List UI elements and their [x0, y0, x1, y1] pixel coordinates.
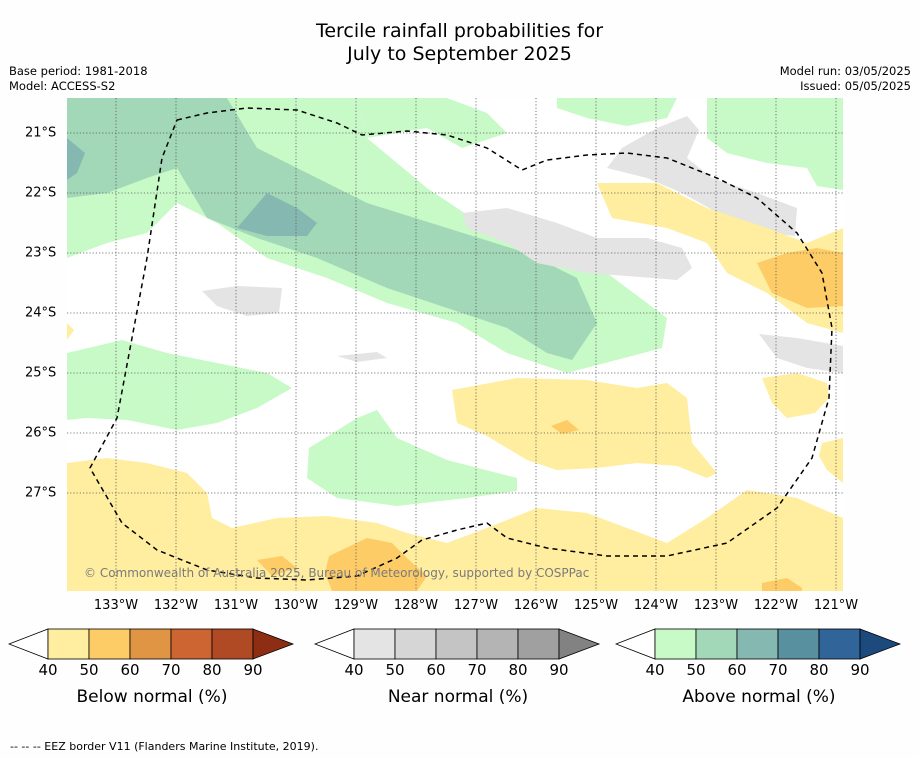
colorbar-box — [736, 628, 779, 660]
graticule — [67, 98, 843, 591]
colorbar-title-below: Below normal (%) — [76, 687, 228, 707]
probability-map — [67, 98, 843, 591]
copyright-notice: © Commonwealth of Australia 2025, Bureau… — [84, 566, 590, 580]
near-normal-colorbar — [314, 628, 601, 660]
colorbar-tick-label: 80 — [202, 661, 222, 679]
lon-label: 130°W — [273, 598, 319, 613]
colorbar-extend-low — [615, 628, 656, 660]
colorbar-tick-label: 90 — [243, 661, 263, 679]
above-normal-60-70-region — [67, 138, 317, 236]
lon-label: 127°W — [453, 598, 499, 613]
lon-label: 125°W — [573, 598, 619, 613]
model-name: Model: ACCESS-S2 — [9, 79, 116, 93]
colorbar-box — [695, 628, 738, 660]
lat-label: 27°S — [25, 485, 57, 501]
colorbar-tick-label: 60 — [426, 661, 446, 679]
colorbar-box — [777, 628, 820, 660]
colorbar-tick-label: 40 — [344, 661, 364, 679]
colorbar-title-above: Above normal (%) — [682, 687, 836, 707]
colorbar-tick-label: 50 — [79, 661, 99, 679]
below-normal-colorbar — [8, 628, 295, 660]
colorbar-tick-label: 70 — [161, 661, 181, 679]
lon-label: 132°W — [153, 598, 199, 613]
lon-label: 122°W — [753, 598, 799, 613]
lat-label: 22°S — [25, 185, 57, 201]
colorbar-tick-label: 80 — [508, 661, 528, 679]
map-title-line2: July to September 2025 — [347, 43, 572, 65]
colorbar-tick-label: 80 — [809, 661, 829, 679]
lon-label: 124°W — [633, 598, 679, 613]
colorbar-tick-label: 90 — [850, 661, 870, 679]
colorbar-tick-label: 60 — [727, 661, 747, 679]
colorbar-tick-label: 70 — [768, 661, 788, 679]
colorbar-extend-high — [558, 628, 601, 660]
colorbar-extend-low — [8, 628, 49, 660]
colorbar-box — [476, 628, 519, 660]
above-normal-50-60-region — [67, 98, 597, 360]
colorbar-extend-low — [314, 628, 355, 660]
below-normal-50-60-region — [257, 248, 843, 591]
map-title-line1: Tercile rainfall probabilities for — [315, 20, 604, 42]
colorbar-tick-label: 90 — [549, 661, 569, 679]
lat-label: 26°S — [25, 425, 57, 441]
colorbar-box — [818, 628, 861, 660]
colorbar-box — [435, 628, 478, 660]
lon-label: 126°W — [513, 598, 559, 613]
issued-date: Issued: 05/05/2025 — [800, 79, 911, 93]
lat-label: 23°S — [25, 245, 57, 261]
colorbar-box — [170, 628, 213, 660]
colorbar-extend-high — [252, 628, 295, 660]
colorbar-box — [394, 628, 437, 660]
colorbar-box — [654, 628, 697, 660]
lon-label: 131°W — [213, 598, 259, 613]
lon-label: 128°W — [393, 598, 439, 613]
colorbar-box — [353, 628, 396, 660]
colorbar-box — [211, 628, 254, 660]
colorbar-tick-label: 50 — [686, 661, 706, 679]
colorbar-box — [517, 628, 560, 660]
colorbar-extend-high — [859, 628, 902, 660]
lon-label: 133°W — [93, 598, 139, 613]
colorbar-tick-label: 60 — [120, 661, 140, 679]
colorbar-tick-label: 70 — [467, 661, 487, 679]
colorbar-box — [47, 628, 90, 660]
colorbar-tick-label: 40 — [38, 661, 58, 679]
lon-label: 123°W — [693, 598, 739, 613]
colorbar-tick-label: 40 — [645, 661, 665, 679]
model-run: Model run: 03/05/2025 — [779, 64, 911, 78]
colorbar-box — [88, 628, 131, 660]
lon-label: 121°W — [813, 598, 859, 613]
lon-label: 129°W — [333, 598, 379, 613]
lat-label: 25°S — [25, 365, 57, 381]
lat-label: 21°S — [25, 125, 57, 141]
eez-border — [89, 107, 833, 581]
below-normal-40-50-region — [67, 183, 843, 591]
above-normal-colorbar — [615, 628, 902, 660]
colorbar-box — [129, 628, 172, 660]
base-period: Base period: 1981-2018 — [9, 64, 148, 78]
colorbar-title-near: Near normal (%) — [387, 687, 529, 707]
eez-legend-note: -- -- -- EEZ border V11 (Flanders Marine… — [10, 740, 319, 753]
colorbar-tick-label: 50 — [385, 661, 405, 679]
lat-label: 24°S — [25, 305, 57, 321]
